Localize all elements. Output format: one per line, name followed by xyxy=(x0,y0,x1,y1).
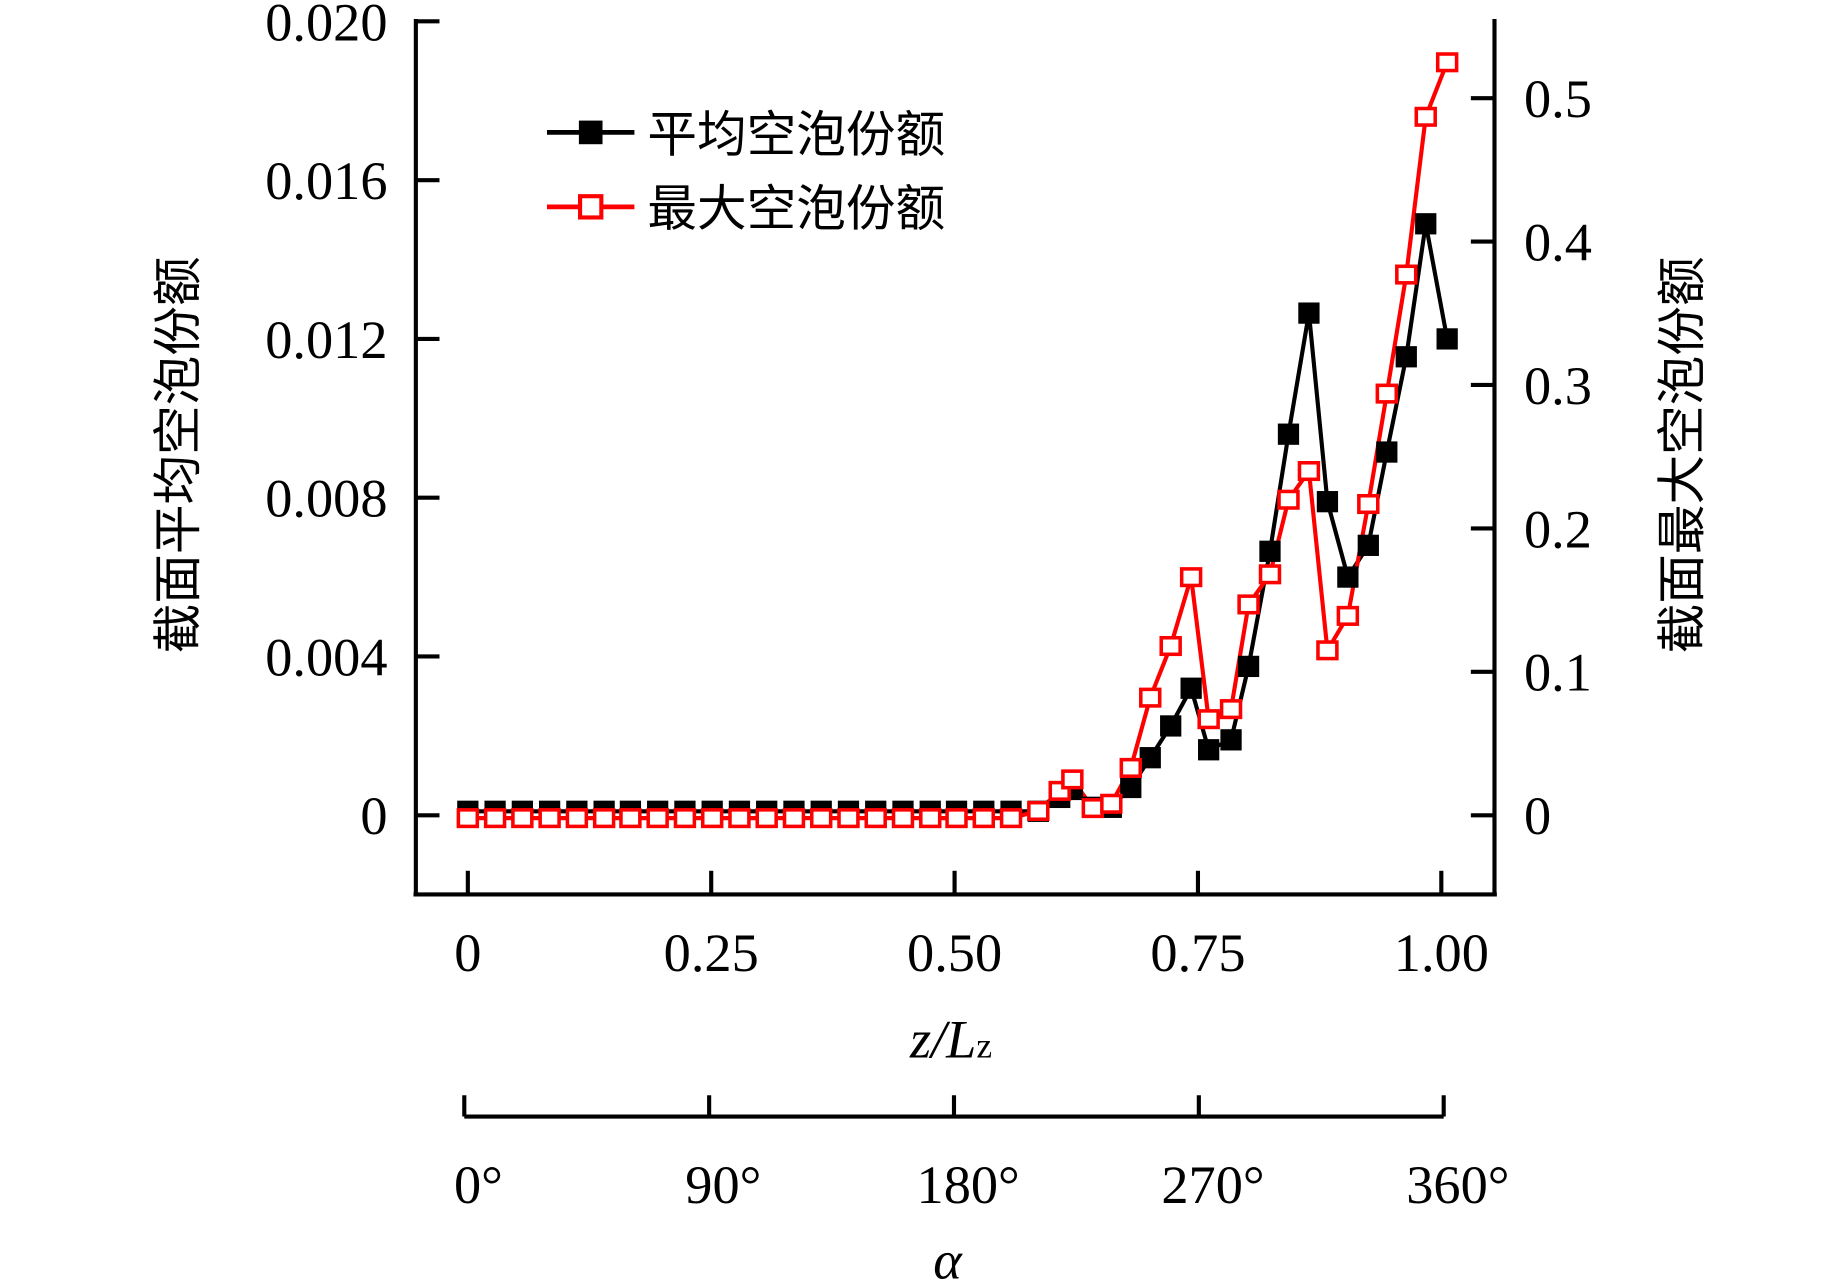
x-tick-label: 0.75 xyxy=(1150,923,1245,983)
data-point-max xyxy=(728,808,751,829)
data-point-max xyxy=(619,808,642,829)
data-point-max xyxy=(1219,699,1243,720)
data-point-max xyxy=(538,808,561,829)
data-point-max xyxy=(1395,264,1418,285)
data-point-max xyxy=(919,808,942,829)
y-left-tick-label: 0.008 xyxy=(265,469,387,529)
data-point-max xyxy=(945,808,968,829)
data-point-max xyxy=(1258,564,1282,585)
data-point-max xyxy=(456,808,480,829)
data-point-mean xyxy=(1357,534,1379,556)
data-point-max xyxy=(1139,687,1162,708)
data-point-mean xyxy=(1120,776,1142,799)
data-point-max xyxy=(864,808,887,829)
y-left-tick-label: 0.020 xyxy=(265,0,387,52)
data-point-max xyxy=(483,808,507,829)
data-point-max xyxy=(1336,605,1360,626)
series xyxy=(456,52,1459,829)
data-point-max xyxy=(999,808,1023,829)
data-point-max xyxy=(1357,493,1380,515)
data-point-mean xyxy=(1198,739,1220,761)
legend-marker-max xyxy=(578,194,604,220)
alpha-tick-label: 360° xyxy=(1406,1155,1509,1215)
alpha-tick-label: 90° xyxy=(685,1155,761,1215)
data-point-max xyxy=(1375,383,1399,404)
data-point-max xyxy=(972,808,996,829)
y-right-tick-label: 0.4 xyxy=(1524,212,1592,272)
data-point-max xyxy=(673,808,697,829)
alpha-tick-label: 180° xyxy=(917,1155,1020,1215)
x-label: z/Lz xyxy=(909,1009,992,1069)
y-right-tick-label: 0 xyxy=(1524,786,1551,846)
y-left-tick-label: 0.012 xyxy=(265,310,387,370)
data-point-mean xyxy=(1395,346,1417,368)
data-point-max xyxy=(592,808,616,829)
data-point-max xyxy=(809,808,833,829)
data-point-max xyxy=(511,808,534,829)
y-right-tick-label: 0.5 xyxy=(1524,69,1592,129)
data-point-max xyxy=(1027,800,1050,821)
data-point-mean xyxy=(1259,540,1281,562)
data-point-max xyxy=(1435,52,1459,73)
data-point-mean xyxy=(1180,677,1202,699)
data-point-max xyxy=(1197,709,1220,730)
data-point-mean xyxy=(1316,491,1339,513)
data-point-max xyxy=(782,808,806,829)
x-tick-label: 0.50 xyxy=(907,923,1002,983)
data-point-max xyxy=(837,808,860,829)
data-point-max xyxy=(646,808,669,829)
data-point-max xyxy=(1316,640,1339,661)
legend: 平均空泡份额 最大空泡份额 xyxy=(546,105,945,238)
data-point-max xyxy=(1237,594,1260,615)
data-point-mean xyxy=(1436,328,1458,350)
data-point-max xyxy=(1277,489,1300,510)
alpha-label: α xyxy=(933,1230,963,1282)
data-point-mean xyxy=(1337,566,1359,588)
ticks: 0 0.25 0.50 0.75 1.0000.0040.0080.0120.0160.… xyxy=(265,0,1592,1215)
y-left-tick-label: 0 xyxy=(360,786,387,846)
y-right-label: 截面最大空泡份额 xyxy=(1653,256,1711,653)
legend-label-max: 最大空泡份额 xyxy=(647,180,945,238)
data-point-max xyxy=(1297,461,1321,482)
alpha-tick-label: 270° xyxy=(1161,1155,1264,1215)
data-point-mean xyxy=(1160,715,1182,737)
legend-label-mean: 平均空泡份额 xyxy=(647,105,945,163)
data-point-mean xyxy=(1277,423,1300,445)
data-point-max xyxy=(1179,567,1203,588)
data-point-mean xyxy=(1376,441,1398,463)
data-point-max xyxy=(1159,635,1182,657)
y-left-tick-label: 0.016 xyxy=(265,151,387,211)
data-point-mean xyxy=(1220,729,1242,751)
data-point-max xyxy=(1119,757,1143,778)
x-tick-label: 1.00 xyxy=(1394,923,1489,983)
data-point-max xyxy=(1100,793,1123,814)
data-point-max xyxy=(1061,769,1084,790)
y-right-tick-label: 0.3 xyxy=(1524,356,1592,416)
data-point-max xyxy=(891,808,915,829)
alpha-tick-label: 0° xyxy=(454,1155,503,1215)
x-tick-label: 0 xyxy=(454,923,481,983)
data-point-mean xyxy=(1298,302,1320,324)
data-point-max xyxy=(755,808,778,829)
y-left-label: 截面平均空泡份额 xyxy=(149,256,207,653)
y-right-tick-label: 0.1 xyxy=(1524,643,1592,703)
data-point-max xyxy=(700,808,724,829)
legend-marker-mean xyxy=(578,120,603,145)
data-point-max xyxy=(1414,106,1437,127)
x-tick-label: 0.25 xyxy=(664,923,759,983)
data-point-mean xyxy=(1415,213,1437,235)
data-point-max xyxy=(1081,798,1105,819)
series-line-max xyxy=(467,61,1450,821)
data-point-max xyxy=(565,808,589,829)
data-point-mean xyxy=(1139,747,1161,769)
y-right-tick-label: 0.2 xyxy=(1524,499,1592,559)
data-point-mean xyxy=(1237,655,1260,678)
y-left-tick-label: 0.004 xyxy=(265,627,387,687)
